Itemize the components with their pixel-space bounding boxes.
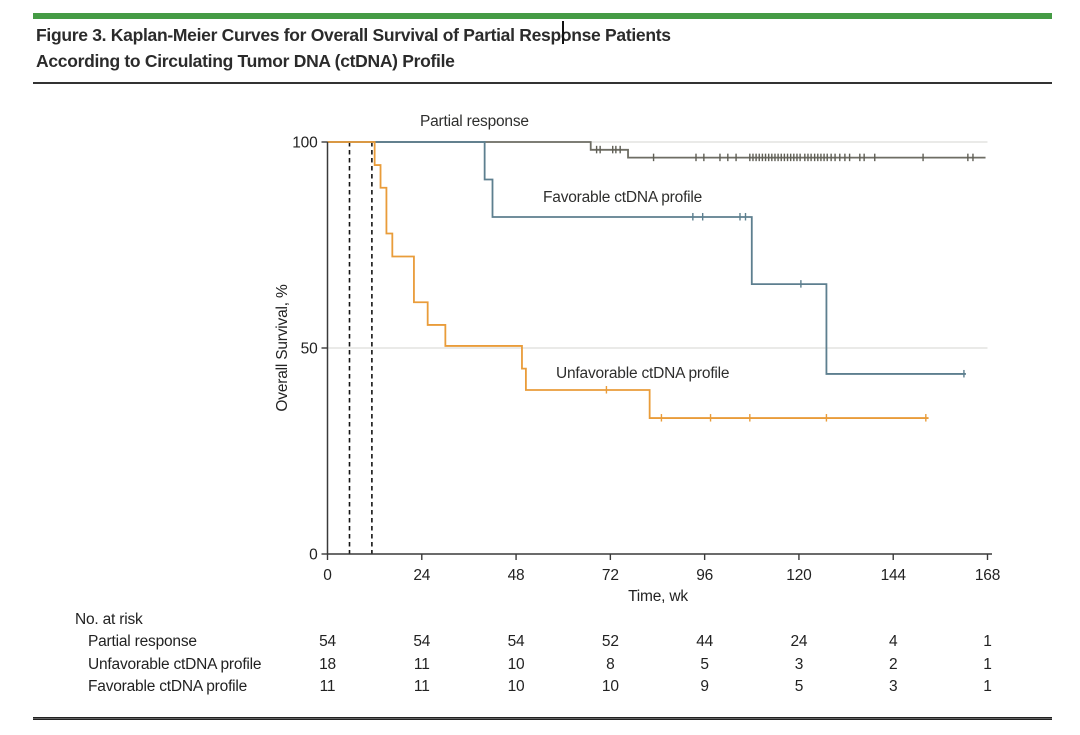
curve-label-unfavorable: Unfavorable ctDNA profile (556, 365, 730, 382)
risk-count: 8 (606, 655, 615, 673)
x-tick-label: 120 (786, 567, 812, 584)
text-cursor (562, 21, 564, 44)
risk-count: 5 (700, 655, 709, 673)
accent-bar (33, 13, 1052, 19)
risk-count: 54 (413, 633, 431, 650)
risk-count: 9 (700, 678, 709, 695)
risk-count: 4 (888, 633, 898, 650)
risk-table-header: No. at risk (75, 611, 143, 628)
y-axis-title: Overall Survival, % (274, 284, 291, 412)
x-tick-label: 48 (508, 567, 525, 584)
bottom-divider (33, 717, 1052, 720)
x-tick-label: 72 (602, 567, 619, 584)
x-tick-label: 96 (696, 567, 713, 584)
risk-row-label-partial: Partial response (88, 633, 197, 650)
y-tick-label: 50 (301, 341, 318, 358)
figure-title-line1: Figure 3. Kaplan-Meier Curves for Overal… (36, 25, 671, 45)
x-axis-title: Time, wk (628, 588, 688, 605)
km-curve-unfavorable-ctdna-profile (327, 141, 929, 419)
risk-count: 1 (983, 633, 992, 650)
x-tick-label: 168 (975, 567, 1000, 584)
y-tick-label: 100 (292, 135, 318, 152)
risk-count: 24 (790, 633, 808, 650)
risk-row-label-favorable: Favorable ctDNA profile (88, 678, 248, 695)
curve-label-favorable: Favorable ctDNA profile (543, 189, 703, 206)
risk-count: 2 (888, 655, 898, 673)
risk-count: 11 (319, 678, 336, 695)
risk-count: 11 (413, 678, 430, 695)
risk-count: 54 (319, 633, 336, 650)
risk-count: 52 (601, 633, 619, 650)
x-tick-label: 24 (413, 567, 430, 584)
risk-count: 10 (507, 678, 525, 695)
risk-count: 44 (696, 633, 714, 650)
y-tick-label: 0 (309, 547, 318, 564)
km-curve-partial-response (327, 141, 986, 159)
risk-count: 54 (507, 633, 525, 650)
risk-count: 3 (888, 678, 898, 695)
figure-title-line2: According to Circulating Tumor DNA (ctDN… (36, 51, 455, 71)
curve-label-partial-response: Partial response (420, 113, 529, 130)
title-divider (33, 82, 1052, 84)
risk-row-label-unfavorable: Unfavorable ctDNA profile (88, 655, 262, 673)
risk-count: 3 (794, 655, 804, 673)
risk-count: 5 (794, 678, 804, 695)
risk-count: 11 (413, 655, 430, 673)
risk-count: 18 (319, 655, 336, 673)
x-tick-label: 0 (323, 567, 332, 584)
risk-count: 10 (601, 678, 619, 695)
risk-count: 1 (983, 678, 992, 695)
x-tick-label: 144 (881, 567, 907, 584)
risk-count: 10 (507, 655, 525, 673)
risk-count: 1 (983, 655, 992, 673)
km-curve-favorable-ctdna-profile (327, 141, 966, 375)
